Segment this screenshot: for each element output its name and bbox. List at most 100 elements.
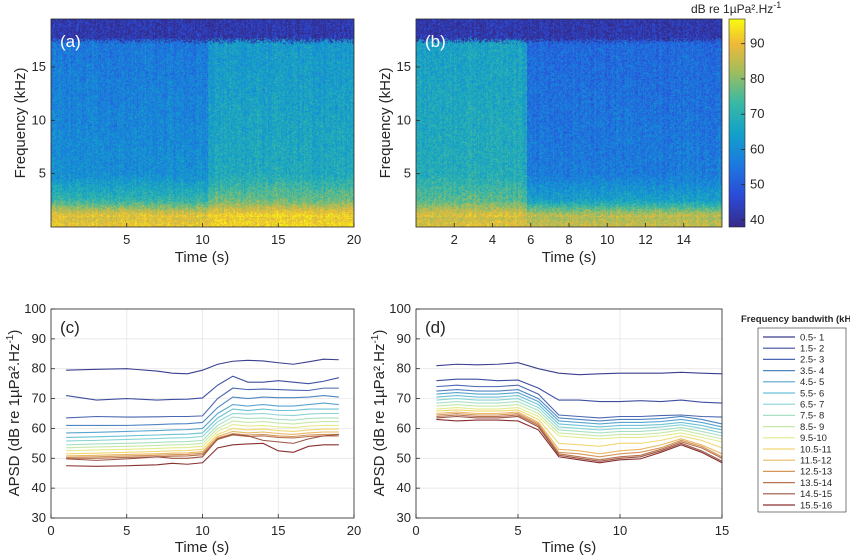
- colorbar-tick-label: 40: [750, 212, 764, 227]
- panel-d-ytick-label: 100: [389, 301, 411, 316]
- panel-c-series-7.5-8: [66, 416, 339, 446]
- panel-d-ytick-label: 30: [397, 510, 411, 525]
- legend-entry: 8.5- 9: [800, 422, 824, 433]
- panel-d-ytick-label: 50: [397, 450, 411, 465]
- colorbar-gradient: [728, 18, 746, 228]
- panel-d-ytick-label: 80: [397, 361, 411, 376]
- legend-box: [757, 327, 847, 513]
- panel-d-series-0.5-1: [436, 362, 723, 376]
- panel-c-lineplot: 0 5 10 15 20 30 40 50 60 70 80 90 100 (c) Time (s) A…: [5, 301, 361, 556]
- legend-entry: 9.5-10: [800, 433, 827, 444]
- panel-d-series-2.5-3: [436, 384, 723, 419]
- legend-title: Frequency bandwith (kHz): [741, 314, 850, 325]
- panel-c-series-6.5-7: [66, 412, 339, 442]
- panel-d-series-15.5-16: [436, 418, 723, 464]
- panel-c-ytick-label: 70: [32, 391, 46, 406]
- panel-b-xtick-label: 2: [451, 232, 458, 247]
- legend-entry: 2.5- 3: [800, 355, 824, 366]
- panel-c-xtick-label: 0: [47, 523, 54, 538]
- panel-d-series-8.5-9: [436, 403, 723, 440]
- panel-b-xtick-label: 10: [600, 232, 614, 247]
- panel-c-ytick-label: 40: [32, 480, 46, 495]
- panel-a-ytick-label: 5: [39, 166, 46, 181]
- panel-c-series-14.5-15: [66, 433, 339, 461]
- panel-c-series-5.5-6: [66, 408, 339, 438]
- panel-d-lineplot: 0 5 10 15 30 40 50 60 70 80 90 100 (d) Time (s) APS…: [370, 301, 729, 556]
- panel-b-xtick-label: 6: [527, 232, 534, 247]
- legend-entry: 1.5- 2: [800, 344, 824, 355]
- legend-entry: 6.5- 7: [800, 400, 824, 411]
- panel-c-series-3.5-4: [66, 395, 339, 426]
- legend-entry: 11.5-12: [800, 456, 832, 467]
- colorbar: 40 50 60 70 80 90 dB re 1µPa².Hz-1: [691, 0, 781, 228]
- panel-d-ylabel: APSD (dB re 1µPa².Hz-1): [370, 330, 388, 497]
- colorbar-tick-label: 60: [750, 141, 764, 156]
- panel-a-xlabel: Time (s): [175, 249, 229, 266]
- panel-d-ytick-label: 70: [397, 391, 411, 406]
- panel-c-ytick-label: 60: [32, 420, 46, 435]
- panel-d-xtick-label: 15: [715, 523, 729, 538]
- panel-d-series-11.5-12: [436, 411, 723, 455]
- panel-a-xtick-label: 5: [123, 232, 130, 247]
- panel-c-xlabel: Time (s): [175, 539, 229, 556]
- legend: Frequency bandwith (kHz) 0.5- 11.5- 22.5…: [741, 314, 850, 513]
- panel-c-series-11.5-12: [66, 430, 339, 457]
- panel-d-xtick-label: 0: [412, 523, 419, 538]
- legend-entry: 3.5- 4: [800, 366, 824, 377]
- panel-d-series-6.5-7: [436, 398, 723, 434]
- panel-d-ytick-label: 60: [397, 420, 411, 435]
- panel-d-ytick-label: 90: [397, 331, 411, 346]
- panel-d-series-9.5-10: [436, 406, 723, 443]
- legend-entry: 14.5-15: [800, 489, 832, 500]
- colorbar-tick-label: 80: [750, 71, 764, 86]
- panel-b-ytick-label: 10: [397, 112, 411, 127]
- panel-a-label: (a): [60, 32, 81, 51]
- panel-c-xtick-label: 15: [271, 523, 285, 538]
- legend-entry: 12.5-13: [800, 467, 832, 478]
- colorbar-tick-label: 70: [750, 106, 764, 121]
- panel-c-series-15.5-16: [66, 442, 339, 467]
- panel-c-ytick-label: 100: [24, 301, 46, 316]
- panel-b-ytick-label: 5: [404, 166, 411, 181]
- panel-d-xtick-label: 5: [514, 523, 521, 538]
- panel-a-xtick-label: 15: [271, 232, 285, 247]
- panel-c-xtick-label: 20: [347, 523, 361, 538]
- panel-c-label: (c): [60, 318, 80, 337]
- legend-entry: 10.5-11: [800, 444, 832, 455]
- panel-a-ytick-label: 10: [32, 112, 46, 127]
- panel-b-spectrogram: 2 4 6 8 10 12 14 5 10 15 (b) Time (s) Frequency (…: [377, 18, 723, 266]
- panel-c-series-12.5-13: [66, 432, 339, 458]
- panel-d-series-14.5-15: [436, 415, 723, 462]
- panel-c-series-0.5-1: [66, 358, 339, 375]
- panel-a-ytick-label: 15: [32, 59, 46, 74]
- legend-entry: 5.5- 6: [800, 388, 824, 399]
- panel-b-xtick-label: 14: [677, 232, 691, 247]
- colorbar-tick-label: 50: [750, 177, 764, 192]
- panel-d-series-13.5-14: [436, 414, 723, 461]
- panel-c-series-8.5-9: [66, 420, 339, 449]
- panel-c-series-2.5-3: [66, 387, 339, 419]
- panel-c-xtick-label: 5: [123, 523, 130, 538]
- panel-b-xtick-label: 8: [565, 232, 572, 247]
- panel-c-series-1.5-2: [66, 375, 339, 401]
- panel-b-xlabel: Time (s): [542, 249, 596, 266]
- panel-b-xtick-label: 12: [638, 232, 652, 247]
- panel-d-series-4.5-5: [436, 392, 723, 428]
- legend-entry: 15.5-16: [800, 500, 832, 511]
- panel-d-series-12.5-13: [436, 412, 723, 458]
- panel-a-xtick-label: 20: [347, 232, 361, 247]
- colorbar-tick-label: 90: [750, 36, 764, 51]
- panel-c-ytick-label: 50: [32, 450, 46, 465]
- panel-d-xlabel: Time (s): [542, 539, 596, 556]
- panel-a-xtick-label: 10: [195, 232, 209, 247]
- panel-d-series-5.5-6: [436, 395, 723, 431]
- panel-d-series-10.5-11: [436, 409, 723, 449]
- panel-d-series-1.5-2: [436, 378, 723, 404]
- panel-a-ylabel: Frequency (kHz): [12, 68, 29, 179]
- panel-d-series-3.5-4: [436, 389, 723, 425]
- panel-b-xtick-label: 4: [489, 232, 496, 247]
- panel-b-label: (b): [425, 32, 446, 51]
- legend-entry: 13.5-14: [800, 478, 832, 489]
- colorbar-title: dB re 1µPa².Hz-1: [691, 0, 781, 16]
